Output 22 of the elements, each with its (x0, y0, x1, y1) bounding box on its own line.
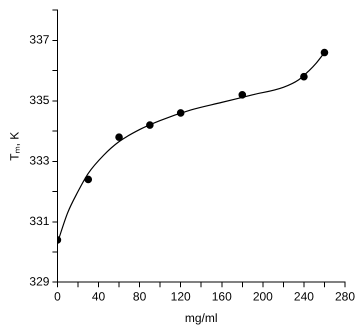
point (84, 176, 92, 184)
x-tick-label: 120 (170, 290, 191, 304)
x-tick-label: 200 (252, 290, 274, 304)
point (146, 121, 154, 129)
point (176, 109, 184, 117)
y-tick-label: 337 (29, 32, 50, 47)
point (320, 48, 328, 56)
x-tick-label: 240 (294, 290, 314, 304)
x-tick-label: 0 (54, 290, 62, 304)
point (300, 72, 308, 80)
x-tick-label: 280 (334, 290, 356, 304)
y-tick-label: 331 (29, 214, 50, 228)
y-tick-label: 329 (29, 274, 50, 289)
x-tick-label: 40 (92, 290, 106, 304)
x-tick-label: 80 (132, 290, 147, 304)
point (115, 133, 123, 141)
y-tick-label: 335 (29, 93, 50, 108)
x-axis-title: mg/ml (184, 311, 218, 326)
x-tick-label: 160 (212, 290, 232, 304)
y-tick-label: 333 (29, 154, 50, 168)
point (238, 91, 246, 99)
y-axis-title: Tₘ, K (8, 132, 22, 161)
